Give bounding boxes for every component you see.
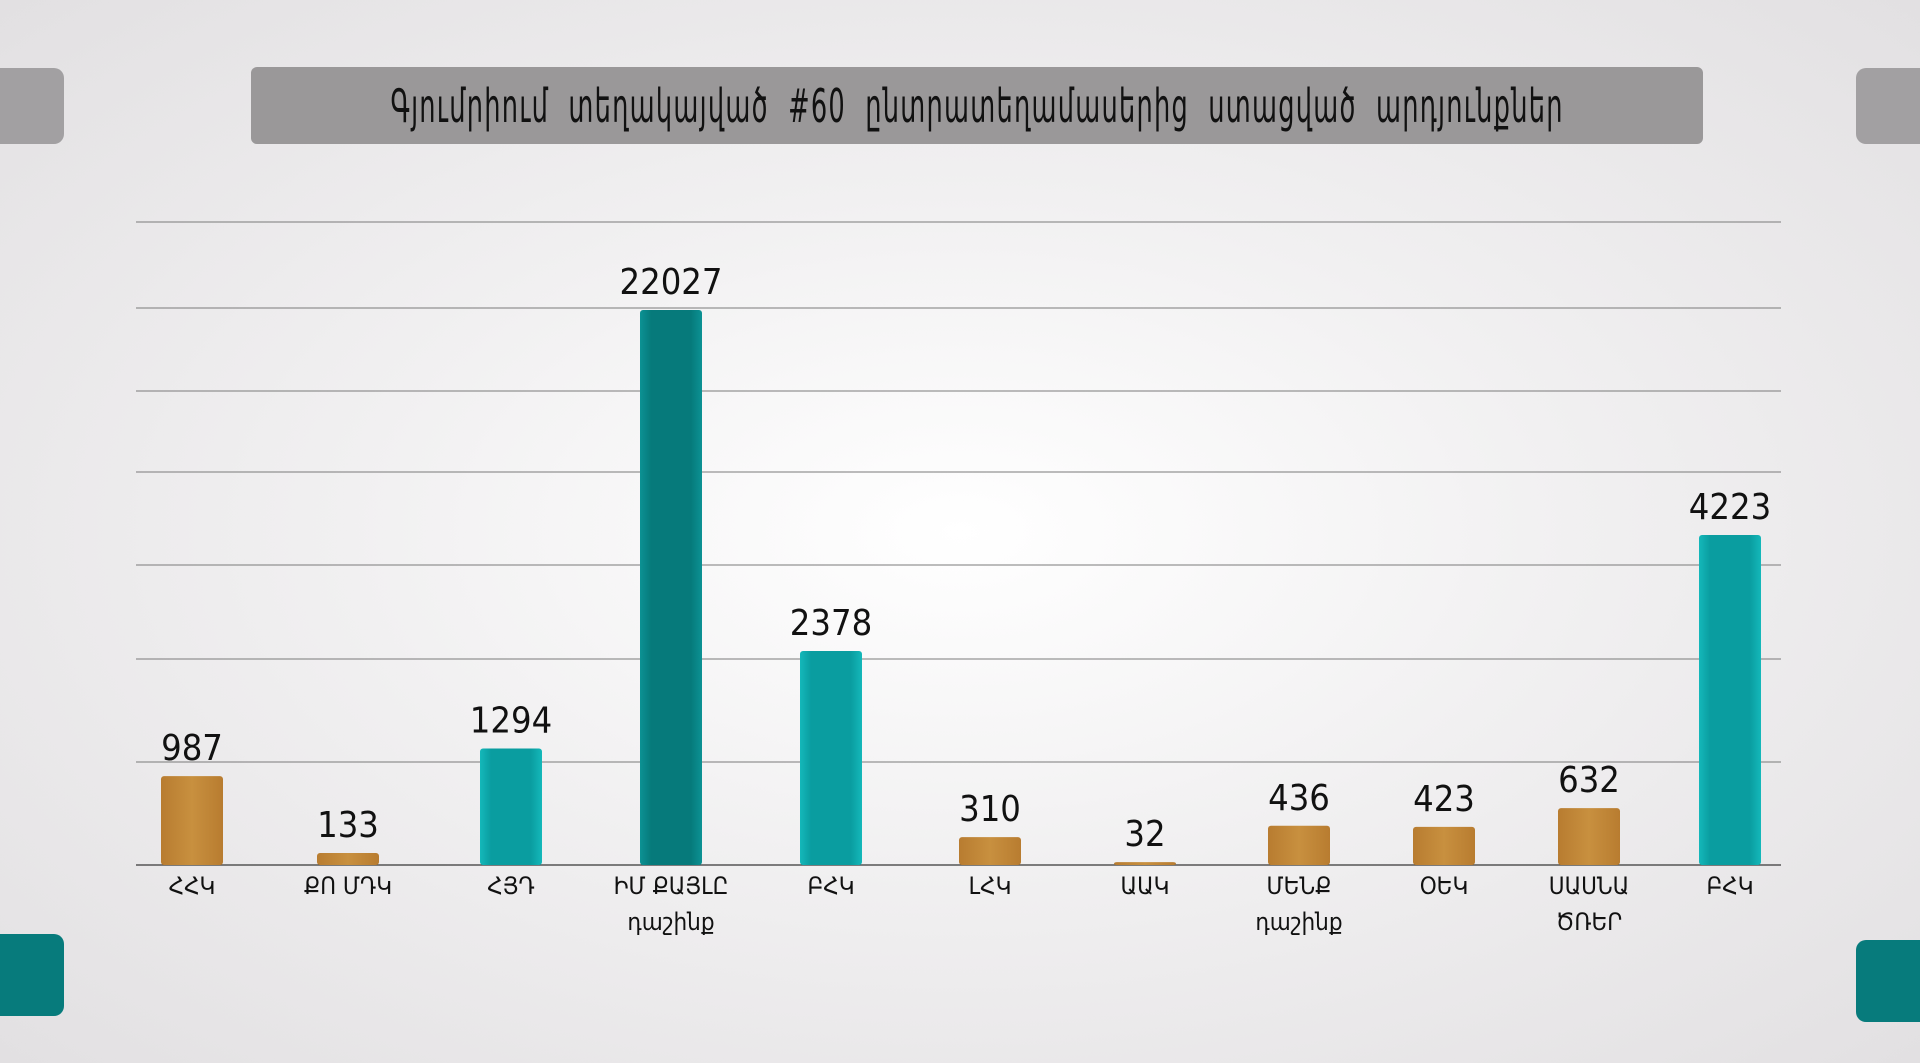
data-label: 436 bbox=[1268, 778, 1330, 819]
category-label: դաշինք bbox=[627, 908, 714, 936]
corner-decoration-top-left bbox=[0, 68, 64, 144]
category-labels: ՀՀԿ ՔՈ ՄԴԿ ՀՅԴ ԻՄ ՔԱՅԼԸ դաշինք ԲՀԿ ԼՀԿ ԱԱԿ ՄԵՆՔ դ… bbox=[169, 872, 1754, 936]
bar bbox=[1413, 826, 1475, 865]
category-label: ԲՀԿ bbox=[807, 872, 854, 900]
category-label: ՀՀԿ bbox=[169, 872, 216, 900]
bar bbox=[161, 776, 223, 865]
bar bbox=[1558, 808, 1620, 865]
corner-decoration-top-right bbox=[1856, 68, 1920, 144]
value-labels: 987 133 1294 22027 2378 310 32 436 423 632 4223 bbox=[161, 262, 1771, 855]
data-label: 1294 bbox=[470, 701, 552, 742]
category-label: դաշինք bbox=[1255, 908, 1342, 936]
corner-decoration-bottom-left bbox=[0, 934, 64, 1016]
bars bbox=[161, 310, 1761, 865]
data-label: 632 bbox=[1558, 760, 1620, 801]
data-label: 22027 bbox=[619, 262, 722, 303]
category-label: ՕԵԿ bbox=[1420, 872, 1469, 900]
title-bar: Գյումրիում տեղակայված #60 ընտրատեղամասեր… bbox=[251, 67, 1703, 144]
data-label: 133 bbox=[317, 805, 379, 846]
bar bbox=[640, 310, 702, 865]
data-label: 4223 bbox=[1689, 487, 1771, 528]
data-label: 2378 bbox=[790, 603, 872, 644]
category-label: ԻՄ ՔԱՅԼԸ bbox=[614, 872, 729, 900]
data-label: 423 bbox=[1413, 779, 1475, 820]
grid-lines bbox=[136, 221, 1781, 866]
category-label: ՀՅԴ bbox=[487, 872, 534, 900]
bar bbox=[1268, 825, 1330, 865]
bar bbox=[317, 853, 379, 865]
category-label: ՍԱՍՆԱ bbox=[1549, 872, 1629, 900]
data-label: 310 bbox=[959, 789, 1021, 830]
bar bbox=[1114, 862, 1176, 865]
data-label: 987 bbox=[161, 728, 223, 769]
category-label: ՔՈ ՄԴԿ bbox=[304, 872, 392, 900]
corner-decoration-bottom-right bbox=[1856, 940, 1920, 1022]
category-label: ԼՀԿ bbox=[969, 872, 1012, 900]
bar bbox=[959, 837, 1021, 865]
category-label: ԲՀԿ bbox=[1706, 872, 1753, 900]
category-label: ՄԵՆՔ bbox=[1267, 872, 1332, 900]
bar bbox=[480, 748, 542, 865]
category-label: ԱԱԿ bbox=[1121, 872, 1170, 900]
chart-title: Գյումրիում տեղակայված #60 ընտրատեղամասեր… bbox=[390, 78, 1564, 133]
bar bbox=[800, 650, 862, 865]
category-label: ԾՌԵՐ bbox=[1556, 908, 1623, 936]
data-label: 32 bbox=[1124, 814, 1165, 855]
bar bbox=[1699, 535, 1761, 865]
